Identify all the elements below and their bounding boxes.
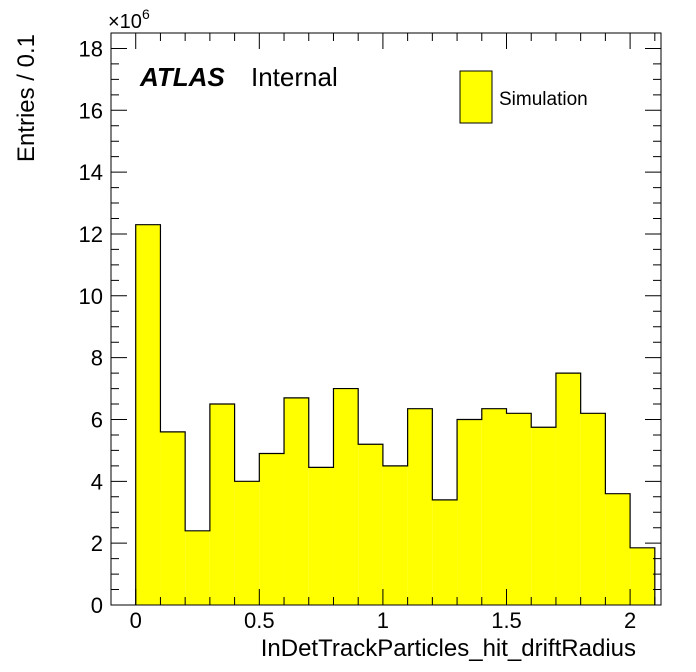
histogram-bar [630,547,655,605]
histogram-bar [234,481,260,605]
plot-frame [110,32,662,606]
y-tick-label: 10 [79,284,103,309]
histogram-bar [209,404,235,605]
histogram-bar [382,465,408,605]
histogram-bar [605,493,631,605]
y-tick-label: 6 [91,407,103,432]
y-tick-label: 8 [91,346,103,371]
x-tick-label: 0.5 [244,608,275,633]
histogram-bar [531,427,556,605]
axis-ticks [110,32,661,606]
histogram-bar [432,499,458,605]
histogram-bar [284,397,309,605]
y-tick-label: 18 [79,36,103,61]
histogram-bar [555,373,581,605]
y-tick-label: 0 [91,593,103,618]
histogram-bar [333,388,359,605]
axis-tick-labels: 0 2 4 6 8 10 12 14 16 18 0 0.5 1 1.5 2 [79,36,637,633]
histogram-bar [407,408,433,605]
histogram-bar [308,467,334,605]
histogram-bar [358,444,383,605]
atlas-label: ATLAS [139,62,225,92]
y-tick-label: 2 [91,531,103,556]
x-tick-label: 0 [130,608,142,633]
y-tick-label: 4 [91,469,103,494]
x-axis-label: InDetTrackParticles_hit_driftRadius [261,635,636,662]
histogram-bar [506,413,532,605]
y-axis-label: Entries / 0.1 [13,34,40,162]
histogram-bar [457,419,482,605]
histogram-outline [135,224,656,605]
atlas-status: Internal [251,62,338,92]
histogram-bars [135,224,656,605]
histogram-bar [481,408,507,605]
histogram-bar [135,224,161,605]
x-tick-label: 2 [624,608,636,633]
y-tick-label: 16 [79,98,103,123]
y-multiplier: ×106 [108,6,150,33]
tick-marks [110,32,661,606]
x-tick-label: 1 [377,608,389,633]
legend-swatch [459,70,493,124]
legend-label: Simulation [499,89,588,110]
histogram-bar [160,431,186,605]
x-tick-label: 1.5 [491,608,522,633]
histogram-bar [580,413,606,605]
y-tick-label: 14 [79,160,103,185]
legend: Simulation [459,70,588,124]
y-tick-label: 12 [79,222,103,247]
histogram-bar [259,453,285,605]
histogram-bar [185,530,210,605]
